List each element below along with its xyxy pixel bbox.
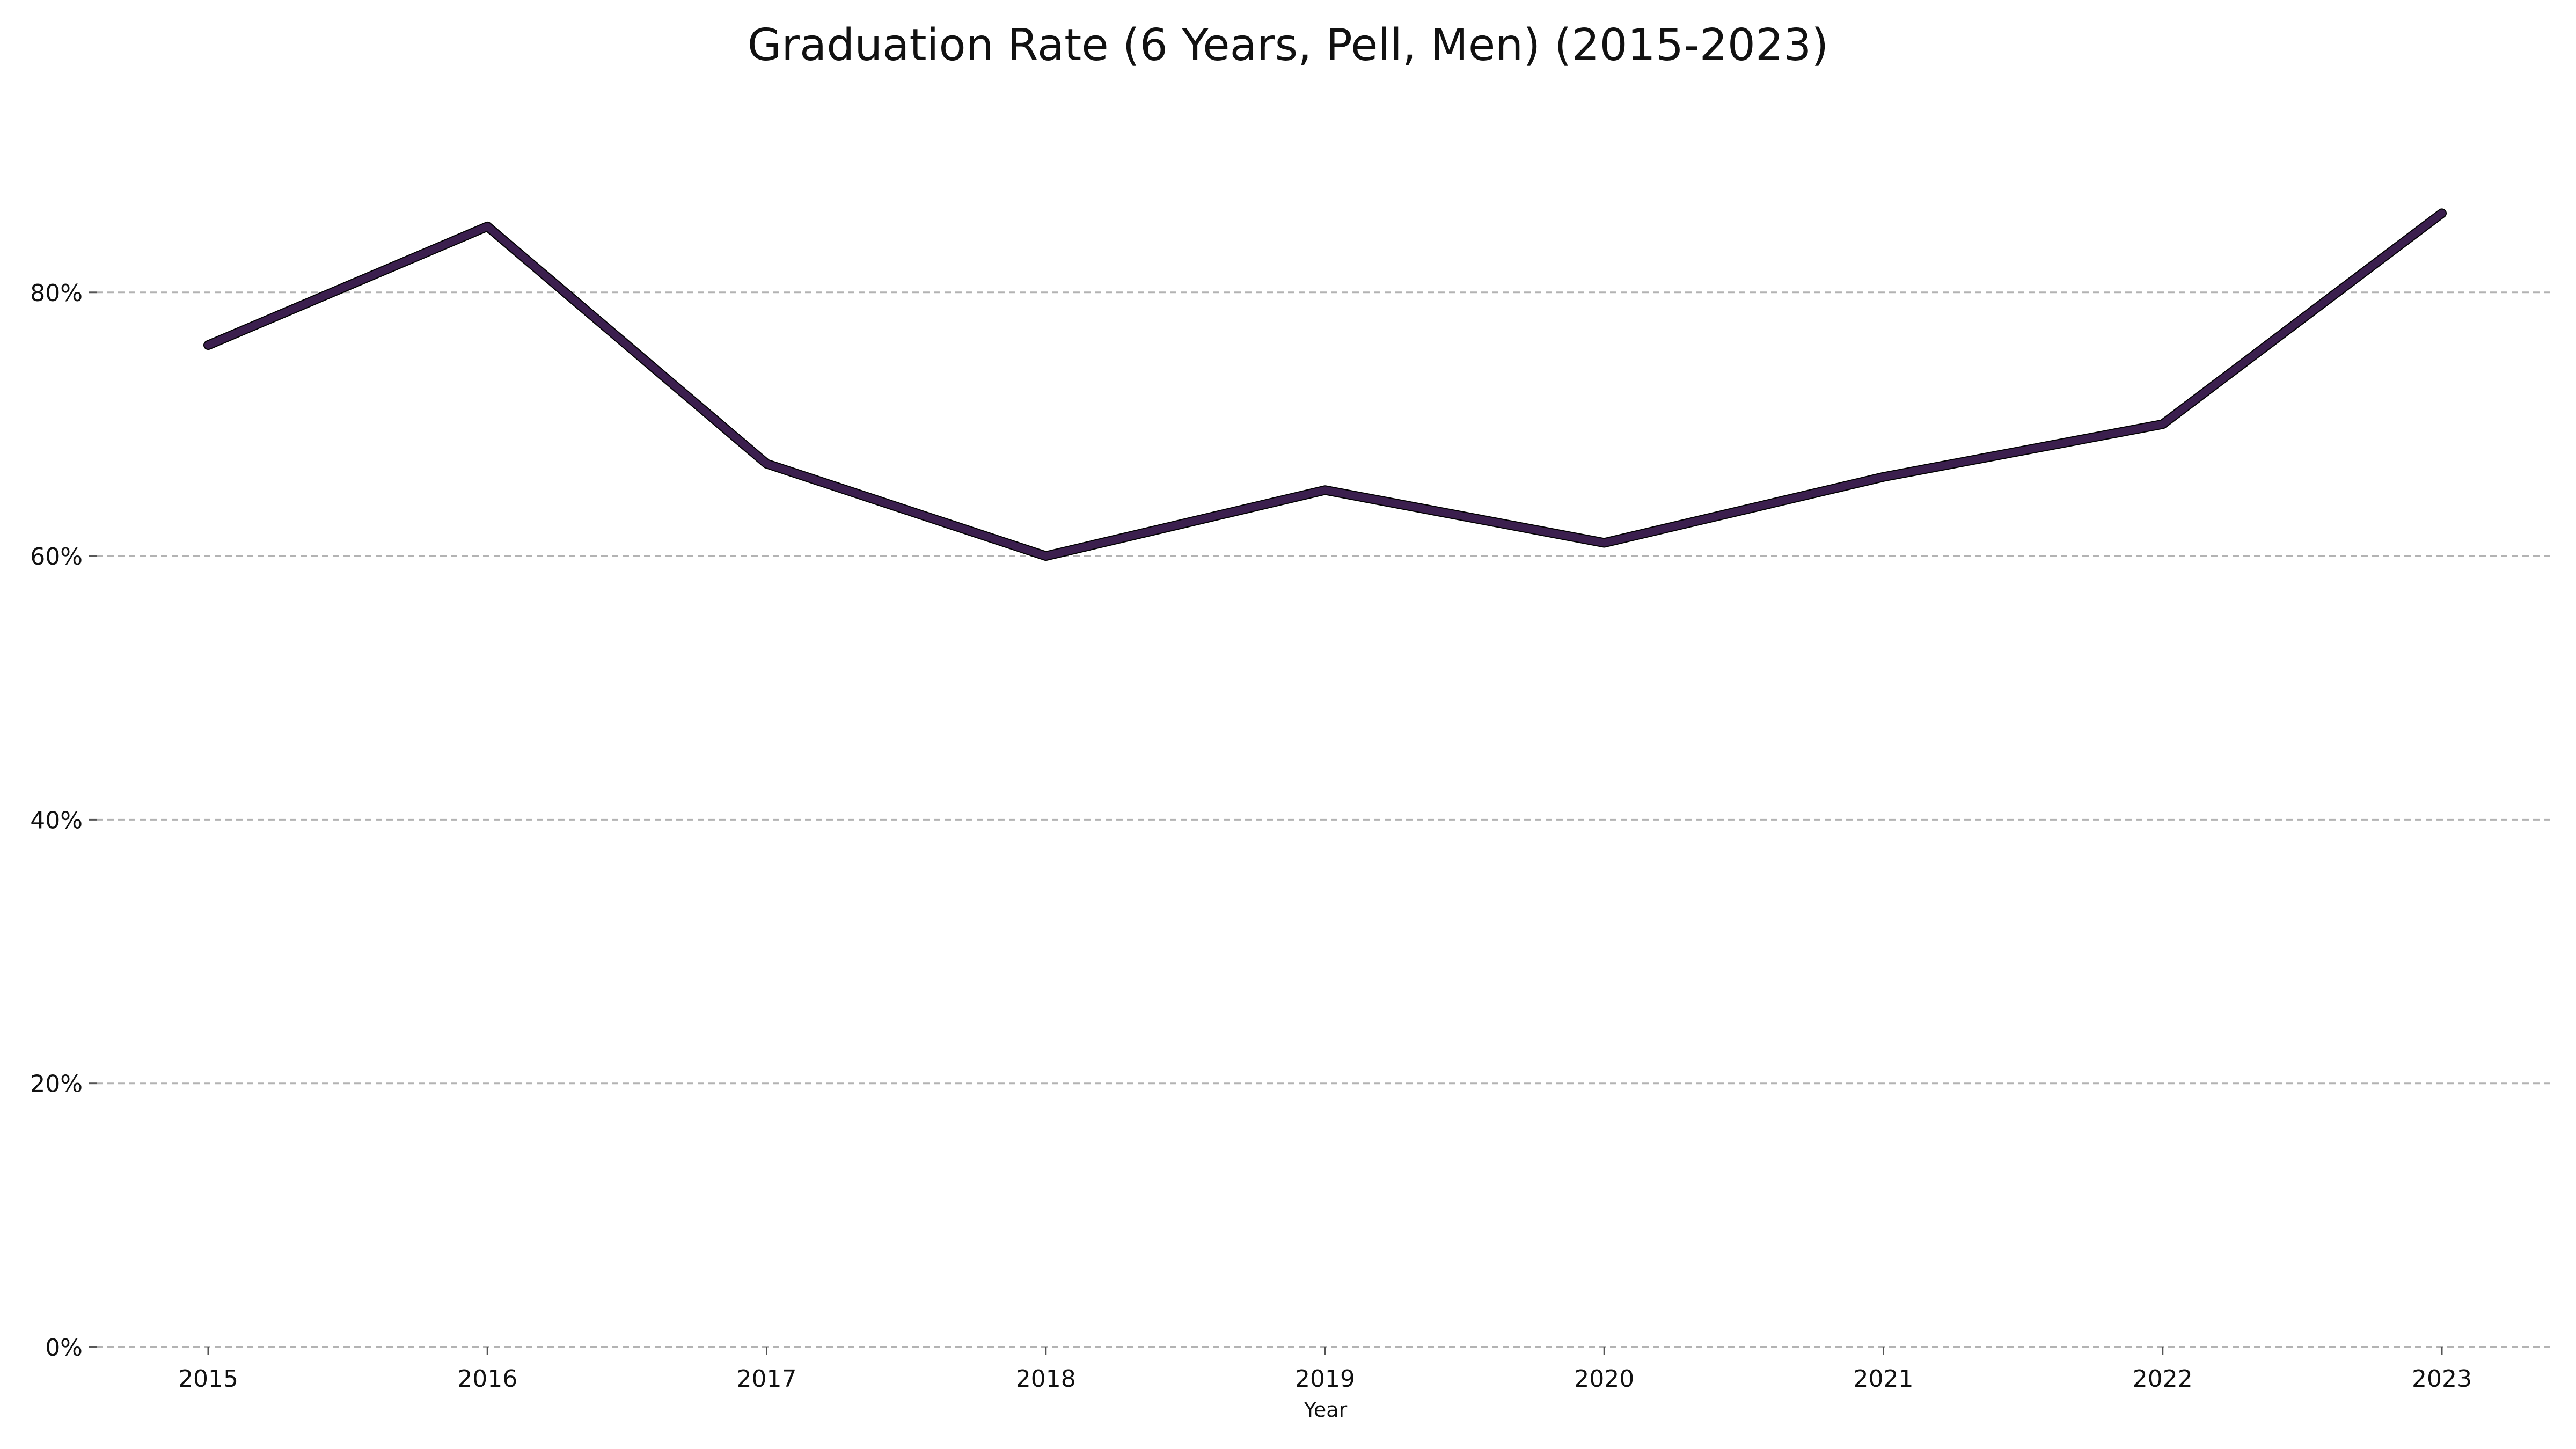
data-point bbox=[208, 345, 209, 346]
x-tick-label: 2016 bbox=[457, 1365, 517, 1393]
data-point bbox=[1325, 490, 1326, 491]
series-layer bbox=[203, 208, 2447, 561]
x-tick-label: 2022 bbox=[2133, 1365, 2193, 1393]
x-tick-label: 2020 bbox=[1574, 1365, 1634, 1393]
x-tick-label: 2021 bbox=[1854, 1365, 1914, 1393]
x-tick-label: 2015 bbox=[178, 1365, 238, 1393]
x-tick-label: 2017 bbox=[737, 1365, 797, 1393]
x-tick-label: 2019 bbox=[1295, 1365, 1355, 1393]
y-tick-label: 20% bbox=[30, 1071, 83, 1098]
y-axis-ticks: 0% 20% 40% 60% 80% bbox=[30, 280, 97, 1362]
chart-title: Graduation Rate (6 Years, Pell, Men) (20… bbox=[748, 20, 1829, 71]
y-tick-label: 60% bbox=[30, 543, 83, 570]
y-tick-label: 40% bbox=[30, 807, 83, 834]
data-point bbox=[1045, 556, 1046, 557]
x-axis-label: Year bbox=[1304, 1398, 1348, 1422]
x-tick-label: 2023 bbox=[2412, 1365, 2472, 1393]
series-line bbox=[204, 209, 2446, 560]
x-axis-ticks: 2015 2016 2017 2018 2019 2020 2021 2022 2023 bbox=[178, 1347, 2472, 1393]
data-point bbox=[2162, 424, 2163, 425]
y-tick-label: 80% bbox=[30, 280, 83, 307]
series-line-outline bbox=[203, 208, 2447, 561]
gridlines bbox=[97, 291, 2555, 1348]
x-tick-label: 2018 bbox=[1016, 1365, 1076, 1393]
y-tick-label: 0% bbox=[45, 1334, 83, 1362]
